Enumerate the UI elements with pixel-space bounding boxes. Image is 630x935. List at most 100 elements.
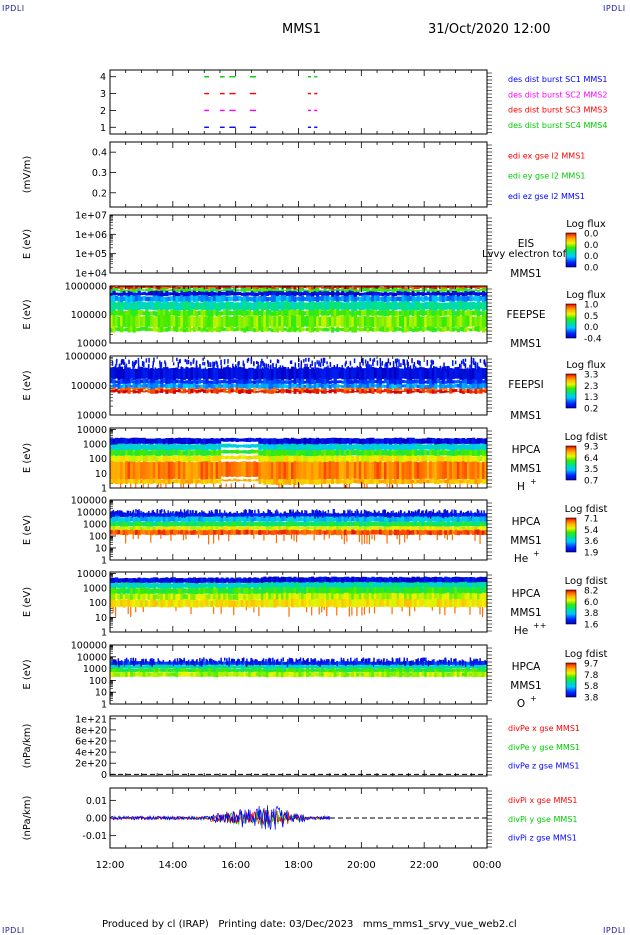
spectrogram-speck [310, 364, 312, 368]
spectrogram-speck [415, 366, 417, 370]
spectrogram-speck [315, 367, 317, 373]
y-tick-label: 1e+07 [75, 211, 107, 222]
legend-entry: edi ez gse l2 MMS1 [508, 192, 585, 201]
spectrogram-speck [350, 361, 352, 366]
spectrogram-speck [254, 510, 256, 515]
colorbar-tick-label: 1.0 [584, 301, 599, 311]
spectrogram-drip [281, 484, 282, 490]
spectrogram-drip [213, 484, 214, 487]
spectrogram-speck [308, 358, 310, 362]
spectrogram-speck [465, 359, 467, 362]
colorbar-tick-label: 0.0 [584, 264, 599, 274]
spectrogram-speck [440, 513, 442, 517]
spectrogram-speck [204, 362, 206, 366]
spectrogram-speck [456, 368, 458, 373]
spectrogram-speck [460, 364, 462, 368]
spectrogram-speck [270, 360, 272, 363]
spectrogram-speck [227, 359, 229, 364]
spectrogram-speck [362, 362, 364, 366]
spectrogram-speck [306, 364, 308, 369]
spectrogram-drip [291, 535, 292, 539]
spectrogram-speck [243, 510, 245, 515]
spectrogram-drip [324, 535, 325, 540]
spectrogram-drip [228, 535, 229, 542]
spectrogram-speck [478, 367, 480, 373]
spectrogram-speck [360, 367, 362, 371]
instrument-label: FEEPSE [507, 309, 546, 321]
spectrogram-speck [425, 511, 427, 517]
y-tick-label: 100 [89, 532, 107, 543]
spectrogram-cell [379, 387, 382, 390]
spectrogram-speck [473, 359, 475, 365]
spectrogram-drip [183, 484, 184, 488]
spectrogram-speck [380, 358, 382, 363]
spectrogram-speck [387, 513, 389, 518]
spectrogram-speck [256, 366, 258, 370]
spectrogram-speck [324, 358, 326, 363]
y-tick-label: 1000 [83, 520, 107, 531]
colorbar-tick-label: 0.2 [584, 405, 598, 415]
spectrogram-speck [148, 364, 150, 369]
spectrogram-speck [284, 367, 286, 371]
spectrogram-speck [121, 359, 123, 364]
spectrogram-speck [377, 512, 379, 516]
spectrogram-speck [354, 358, 356, 363]
colorbar-tick-label: 1.3 [584, 393, 598, 403]
y-tick-label: 1e+04 [75, 269, 107, 280]
spectrogram-speck [475, 361, 477, 365]
spectrogram-speck [259, 365, 261, 369]
spectrogram-drip [447, 535, 448, 540]
spectrogram-speck [258, 509, 260, 513]
spectrogram-speck [377, 360, 379, 365]
colorbar-tick-label: 0.7 [584, 477, 598, 487]
colorbar-tick-label: 0.5 [584, 312, 598, 322]
colorbar-tick-label: 0.0 [584, 252, 599, 262]
y-tick-label: 100 [89, 454, 107, 465]
spacecraft-label: MMS1 [510, 268, 541, 280]
legend-entry: edi ey gse l2 MMS1 [508, 172, 586, 181]
spectrogram-speck [349, 509, 351, 515]
spectrogram-speck [119, 511, 121, 515]
spectrogram-speck [344, 511, 346, 515]
spectrogram-speck [128, 360, 130, 364]
spectrogram-speck [276, 364, 278, 369]
spectrogram-speck [123, 359, 125, 365]
spectrogram-drip [150, 535, 151, 543]
spectrogram-speck [216, 362, 218, 368]
y-axis-label: E (eV) [22, 443, 33, 473]
y-tick-label: 1e+05 [75, 249, 107, 260]
spectrogram-drip [120, 484, 121, 490]
y-axis-label: E (eV) [22, 370, 33, 400]
spectrogram-speck [478, 510, 480, 514]
spectrogram-speck [213, 366, 215, 371]
spectrogram-speck [443, 362, 445, 368]
spectrogram-speck [154, 512, 156, 516]
spectrogram-drip [459, 484, 460, 488]
spectrogram-speck [156, 510, 158, 514]
instrument-label: FEEPSI [508, 379, 543, 391]
spacecraft-label: MMS1 [510, 463, 541, 475]
spectrogram-speck [341, 365, 343, 368]
spectrogram-drip [389, 484, 390, 488]
spectrogram-speck [301, 360, 303, 365]
spectrogram-cell [256, 389, 259, 390]
colorbar-tick-label: 3.5 [584, 465, 598, 475]
spectrogram-speck [264, 363, 266, 367]
spectrogram-drip [221, 484, 222, 491]
y-tick-label: 0.2 [92, 188, 107, 199]
y-tick-label: 1 [101, 484, 107, 495]
y-tick-label: 1 [101, 556, 107, 567]
spectrogram-speck [117, 510, 119, 514]
spectrogram-speck [366, 512, 368, 516]
spectrogram-speck [224, 359, 226, 364]
y-axis-label: E (eV) [22, 229, 33, 259]
spectrogram-speck [152, 365, 154, 369]
instrument-label: HPCA [512, 444, 542, 456]
spacecraft-label: MMS1 [510, 338, 541, 350]
spectrogram-drip [276, 535, 277, 543]
spectrogram-drip [397, 535, 398, 539]
spectrogram-speck [136, 360, 138, 364]
spectrogram-drip [170, 535, 171, 541]
spectrogram-speck [380, 363, 382, 367]
